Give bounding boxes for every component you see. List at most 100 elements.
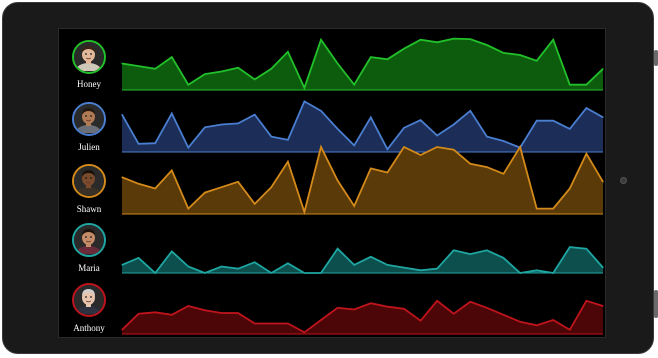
data-point bbox=[287, 139, 289, 141]
data-point bbox=[353, 84, 355, 86]
data-point bbox=[320, 39, 322, 41]
data-point bbox=[237, 122, 239, 124]
data-point bbox=[502, 173, 505, 175]
person-face-icon bbox=[74, 285, 103, 314]
series-anthony bbox=[121, 299, 604, 335]
data-point bbox=[569, 246, 571, 248]
person-name-label: Shawn bbox=[76, 204, 102, 214]
data-point bbox=[552, 272, 554, 274]
data-point bbox=[386, 148, 388, 150]
data-point bbox=[237, 67, 239, 69]
data-point bbox=[154, 187, 156, 190]
data-point bbox=[237, 312, 239, 314]
data-point bbox=[220, 123, 223, 126]
data-point bbox=[403, 308, 405, 310]
data-point bbox=[569, 84, 571, 86]
data-point bbox=[337, 62, 339, 65]
data-point bbox=[386, 306, 388, 308]
data-point bbox=[585, 248, 588, 250]
data-point bbox=[320, 319, 322, 321]
data-point bbox=[602, 68, 604, 70]
data-point bbox=[436, 41, 438, 43]
avatar[interactable] bbox=[72, 40, 106, 74]
data-point bbox=[569, 128, 571, 130]
data-point bbox=[486, 44, 488, 46]
data-point bbox=[486, 136, 488, 138]
data-point bbox=[585, 300, 588, 302]
data-point bbox=[536, 120, 538, 122]
person-name-label: Maria bbox=[78, 263, 100, 273]
data-point bbox=[154, 68, 156, 70]
data-point bbox=[536, 60, 538, 62]
data-point bbox=[220, 186, 223, 188]
tablet-side-button[interactable] bbox=[654, 290, 658, 318]
person-face-icon bbox=[74, 166, 103, 195]
data-point bbox=[187, 208, 189, 210]
data-point bbox=[287, 51, 289, 53]
data-point bbox=[436, 268, 438, 270]
person-face-icon bbox=[74, 42, 103, 71]
data-point bbox=[187, 84, 189, 86]
data-point bbox=[138, 257, 140, 259]
data-point bbox=[370, 167, 372, 169]
person-name-label: Julien bbox=[78, 142, 100, 152]
data-point bbox=[254, 203, 256, 205]
data-point bbox=[270, 186, 272, 188]
data-point bbox=[420, 154, 422, 156]
data-point bbox=[171, 56, 173, 58]
data-point bbox=[320, 272, 322, 274]
avatar[interactable] bbox=[72, 164, 106, 198]
data-point bbox=[171, 112, 173, 115]
data-point bbox=[138, 65, 140, 67]
data-point bbox=[254, 78, 256, 80]
data-point bbox=[254, 114, 256, 116]
data-point bbox=[370, 256, 372, 258]
data-point bbox=[220, 70, 223, 73]
series-shawn bbox=[121, 144, 604, 216]
data-point bbox=[519, 272, 521, 274]
data-point bbox=[420, 119, 422, 121]
tablet-side-button[interactable] bbox=[654, 50, 658, 66]
data-point bbox=[552, 319, 554, 321]
data-point bbox=[337, 307, 339, 309]
data-point bbox=[204, 126, 206, 128]
data-point bbox=[370, 116, 372, 118]
avatar[interactable] bbox=[72, 102, 106, 136]
avatar[interactable] bbox=[72, 223, 106, 257]
data-point bbox=[171, 314, 173, 316]
series-area-anthony bbox=[122, 300, 603, 334]
data-point bbox=[420, 39, 422, 41]
series-line-anthony bbox=[121, 299, 604, 334]
data-point bbox=[287, 262, 289, 264]
data-point bbox=[303, 331, 305, 333]
data-point bbox=[187, 265, 189, 268]
data-point bbox=[552, 208, 554, 210]
data-point bbox=[121, 176, 123, 178]
data-point bbox=[552, 39, 554, 41]
data-point bbox=[602, 305, 604, 307]
data-point bbox=[204, 272, 206, 274]
data-point bbox=[486, 166, 488, 168]
data-point bbox=[519, 54, 521, 56]
data-point bbox=[270, 322, 272, 325]
data-point bbox=[353, 205, 355, 207]
data-point bbox=[204, 309, 206, 311]
avatar[interactable] bbox=[72, 283, 106, 317]
data-point bbox=[254, 261, 256, 263]
data-point bbox=[121, 62, 123, 65]
person-name-label: Anthony bbox=[73, 323, 105, 333]
data-point bbox=[585, 107, 588, 109]
data-point bbox=[121, 264, 123, 266]
data-point bbox=[453, 123, 455, 126]
data-point bbox=[453, 249, 455, 251]
data-point bbox=[154, 311, 156, 313]
series-area-maria bbox=[122, 247, 603, 273]
data-point bbox=[569, 329, 571, 331]
data-point bbox=[138, 183, 140, 185]
data-point bbox=[220, 312, 223, 314]
data-point bbox=[138, 313, 140, 315]
data-point bbox=[585, 153, 588, 155]
data-point bbox=[337, 248, 339, 250]
data-point bbox=[502, 257, 505, 259]
data-point bbox=[536, 324, 538, 326]
